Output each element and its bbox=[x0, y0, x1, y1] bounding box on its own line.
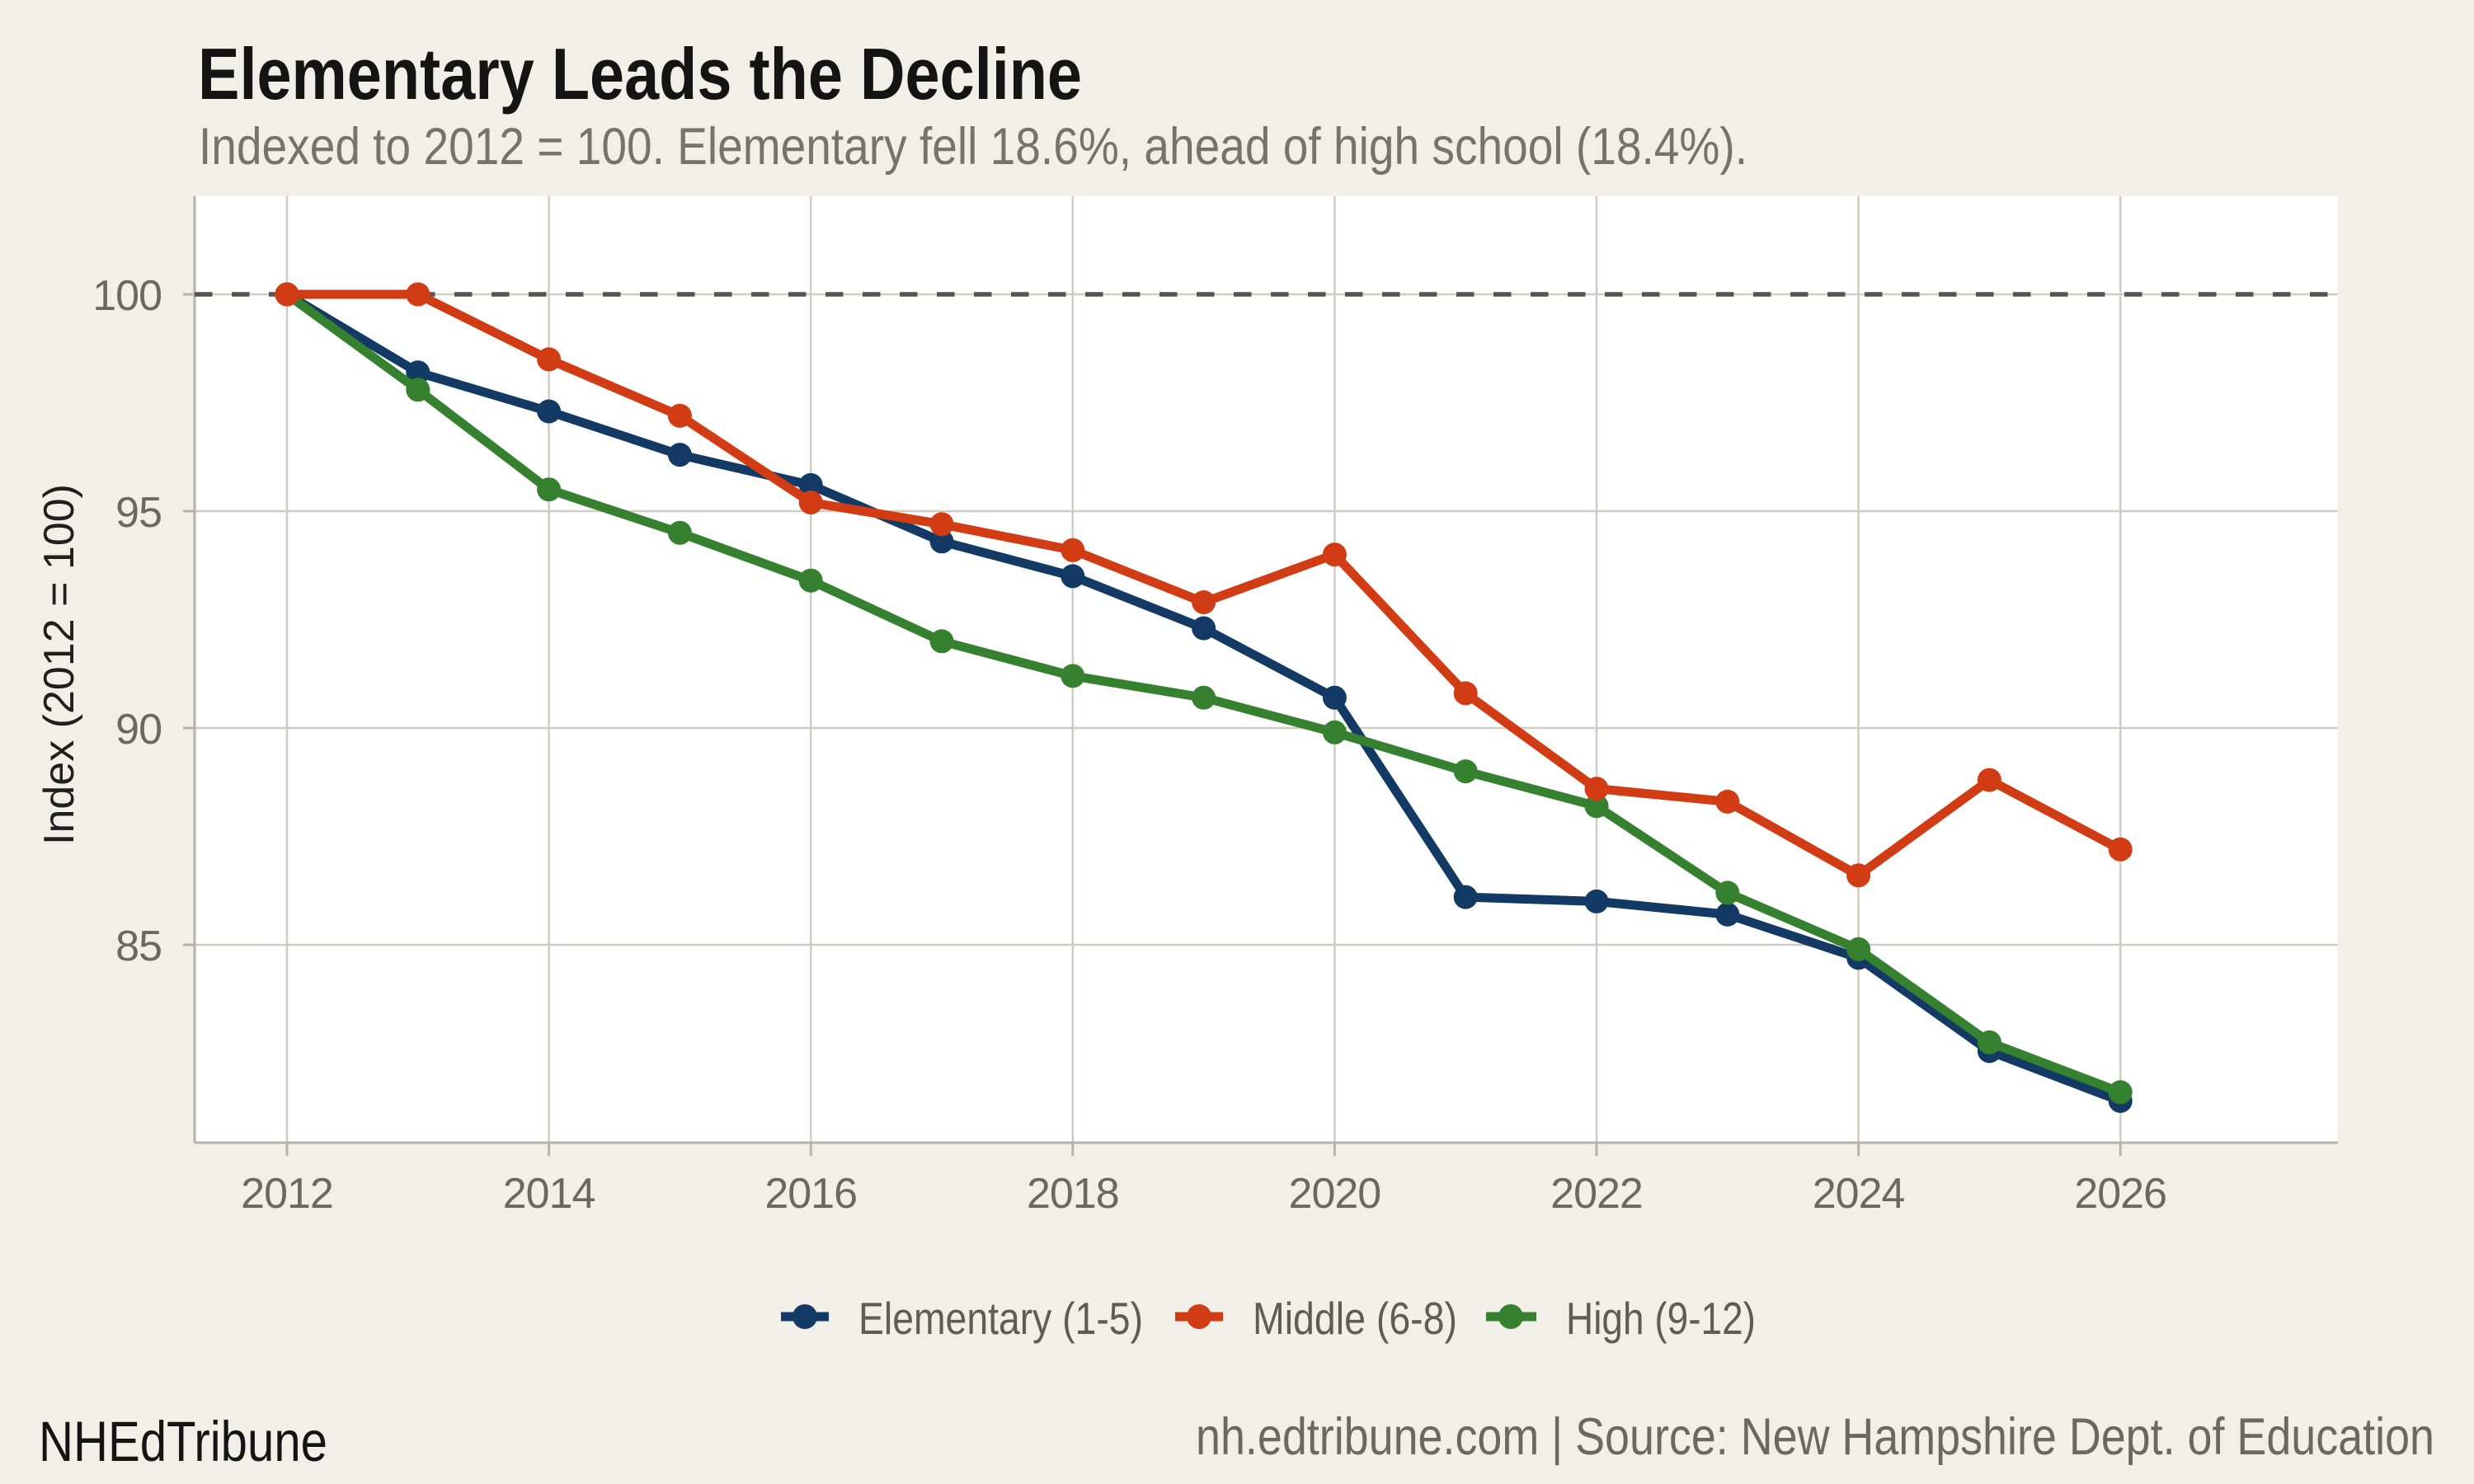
svg-text:Elementary Leads the Decline: Elementary Leads the Decline bbox=[198, 33, 1082, 115]
svg-text:95: 95 bbox=[115, 489, 162, 537]
svg-text:90: 90 bbox=[115, 706, 162, 754]
svg-text:nh.edtribune.com | Source: New: nh.edtribune.com | Source: New Hampshire… bbox=[1196, 1408, 2434, 1466]
svg-text:2026: 2026 bbox=[2074, 1170, 2166, 1218]
svg-text:2016: 2016 bbox=[764, 1170, 857, 1218]
svg-text:2020: 2020 bbox=[1289, 1170, 1381, 1218]
svg-text:2018: 2018 bbox=[1027, 1170, 1119, 1218]
svg-text:2012: 2012 bbox=[241, 1170, 333, 1218]
svg-text:Middle (6-8): Middle (6-8) bbox=[1253, 1293, 1457, 1344]
svg-text:85: 85 bbox=[115, 923, 162, 970]
svg-text:Indexed to 2012 = 100. Element: Indexed to 2012 = 100. Elementary fell 1… bbox=[199, 118, 1747, 176]
svg-text:NHEdTribune: NHEdTribune bbox=[39, 1410, 327, 1473]
svg-text:2014: 2014 bbox=[503, 1170, 595, 1218]
svg-text:Elementary (1-5): Elementary (1-5) bbox=[858, 1293, 1143, 1344]
svg-text:2022: 2022 bbox=[1550, 1170, 1643, 1218]
svg-text:100: 100 bbox=[92, 272, 162, 320]
svg-text:2024: 2024 bbox=[1813, 1170, 1905, 1218]
svg-text:High (9-12): High (9-12) bbox=[1566, 1293, 1756, 1344]
svg-text:Index (2012 = 100): Index (2012 = 100) bbox=[35, 484, 83, 845]
